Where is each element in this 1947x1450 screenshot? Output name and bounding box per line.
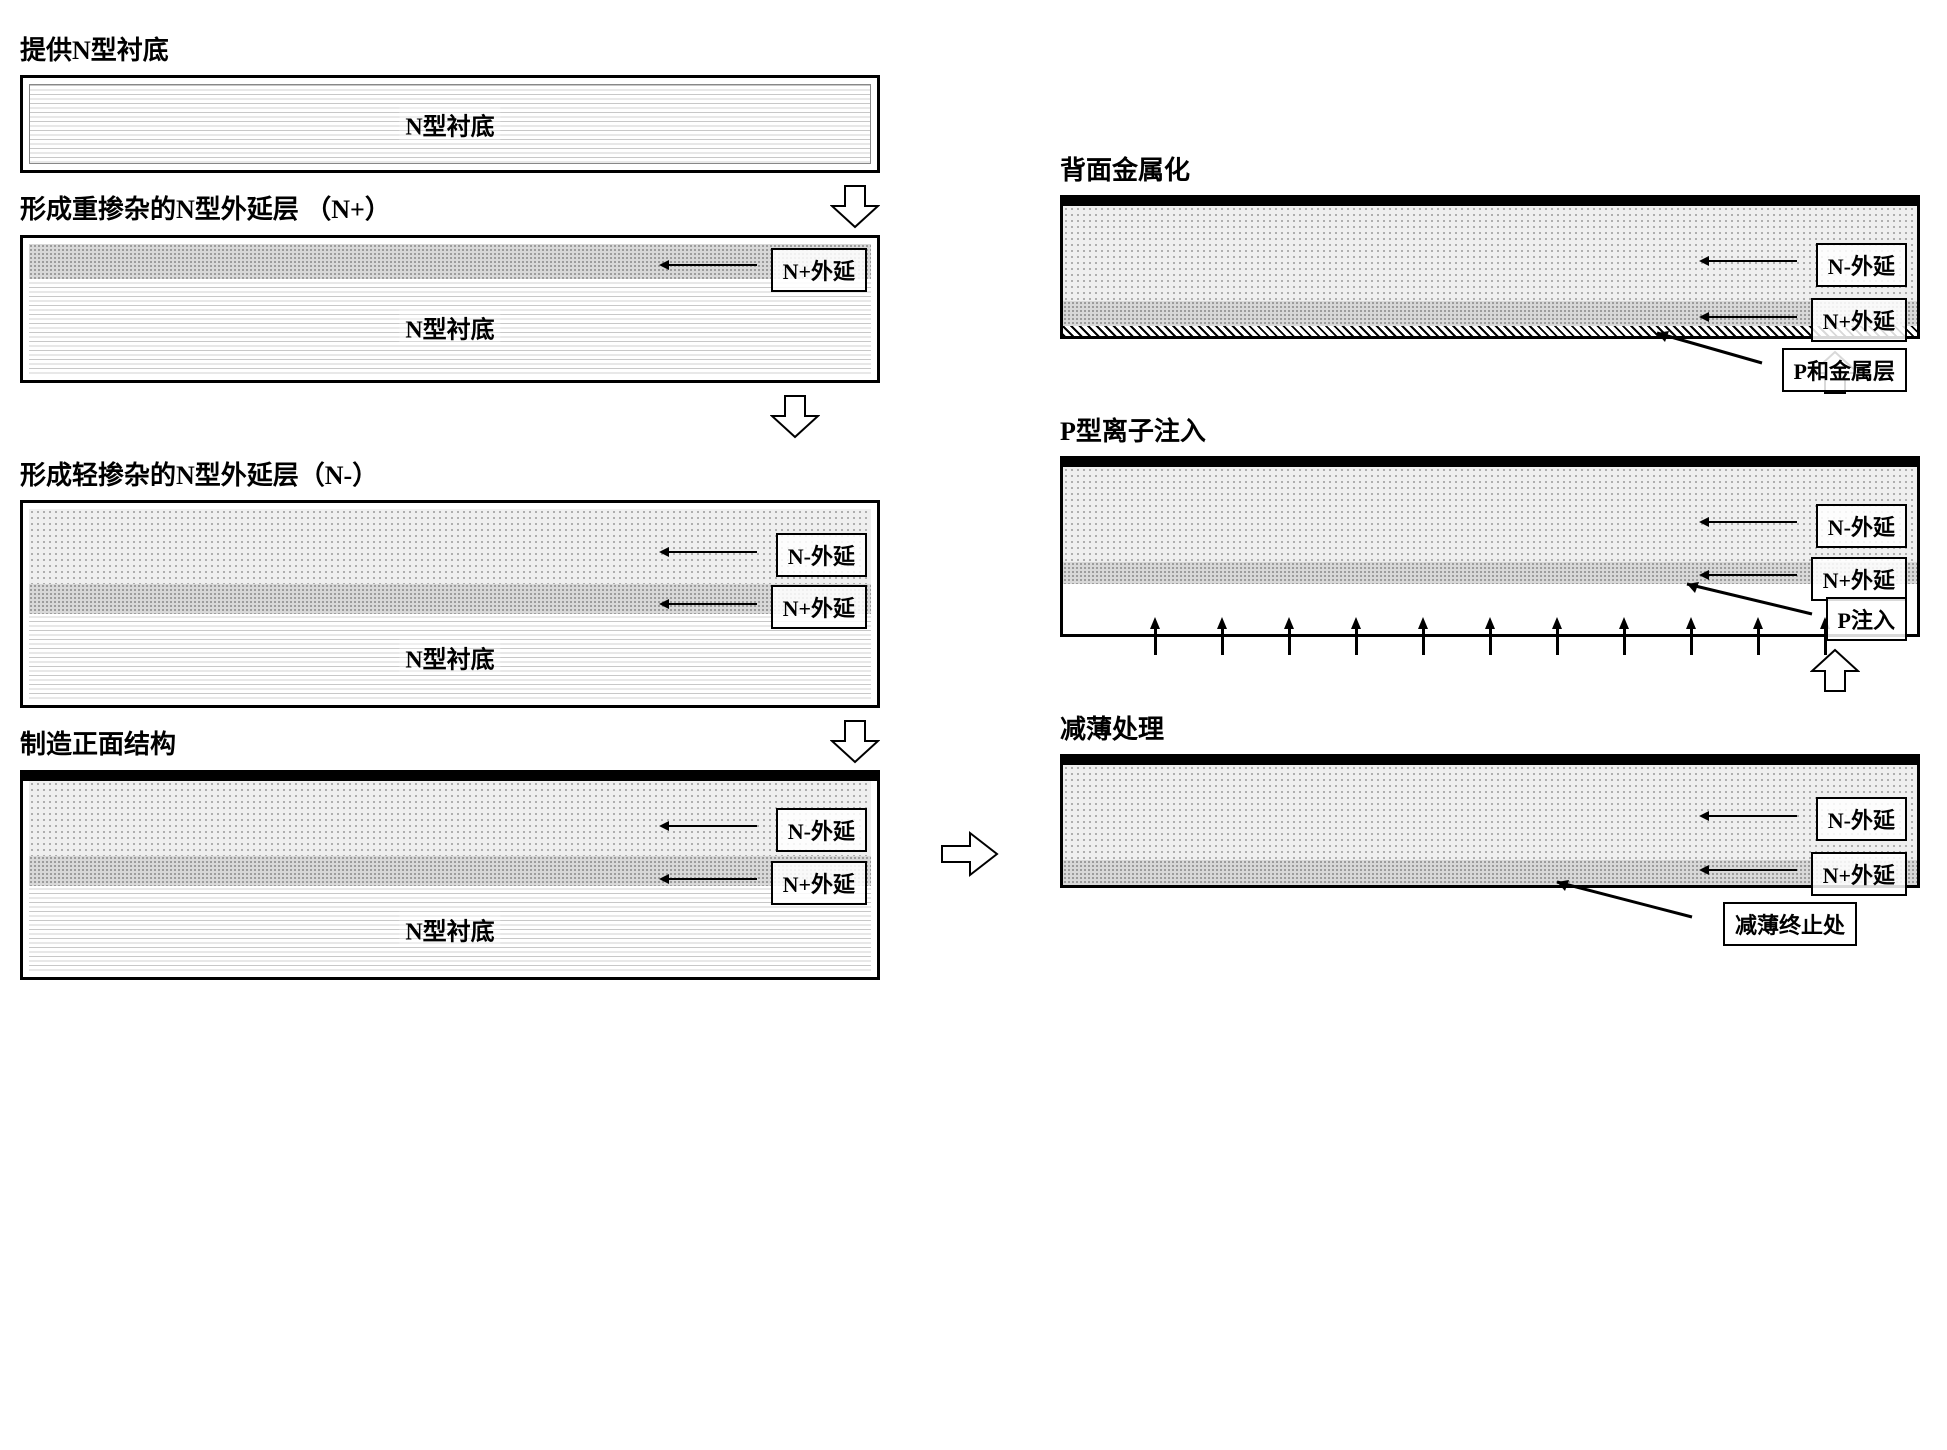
arrow-1-2 <box>830 184 880 229</box>
step7-nminus-callout: N-外延 <box>1816 243 1907 287</box>
step4-nminus-arrow <box>667 825 757 827</box>
step2-panel: N型衬底 N+外延 <box>20 235 880 383</box>
step4-nplus-callout: N+外延 <box>771 861 867 905</box>
step7-panel: N-外延 N+外延 P和金属层 <box>1060 195 1920 339</box>
step6-p-arrow <box>1677 579 1817 619</box>
step7-pmetal-callout: P和金属层 <box>1782 348 1907 392</box>
step1-substrate-label: N型衬底 <box>399 107 500 142</box>
flowchart-container: 提供N型衬底 N型衬底 形成重掺杂的N型外延层 （N+） N型衬底 N+外延 <box>20 20 1920 985</box>
arrow-4-5 <box>940 829 1000 879</box>
arrow-3-4 <box>830 719 880 764</box>
step7-nplus-callout: N+外延 <box>1811 298 1907 342</box>
step5-thin-callout: 减薄终止处 <box>1723 902 1857 946</box>
step2-nplus-callout: N+外延 <box>771 248 867 292</box>
step5-nminus-arrow <box>1707 815 1797 817</box>
step6-nplus-callout: N+外延 <box>1811 557 1907 601</box>
step3-title: 形成轻掺杂的N型外延层（N-） <box>20 455 880 492</box>
step4-title: 制造正面结构 <box>20 724 830 761</box>
step5-thin-arrow <box>1547 877 1697 922</box>
step3-nplus-arrow <box>667 603 757 605</box>
step4-panel: N型衬底 N-外延 N+外延 <box>20 770 880 980</box>
step4-substrate-label: N型衬底 <box>399 911 500 946</box>
step5-panel: N-外延 N+外延 减薄终止处 <box>1060 754 1920 888</box>
step1-title: 提供N型衬底 <box>20 30 880 67</box>
step6-p-callout: P注入 <box>1826 597 1907 641</box>
step6-nplus-arrow <box>1707 574 1797 576</box>
step5-title: 减薄处理 <box>1060 709 1920 746</box>
step7-nplus-arrow <box>1707 316 1797 318</box>
step3-nplus-callout: N+外延 <box>771 585 867 629</box>
step5-nplus-callout: N+外延 <box>1811 852 1907 896</box>
step2-nplus-arrow <box>667 264 757 266</box>
step7-pmetal-arrow <box>1647 328 1767 368</box>
step2-substrate-label: N型衬底 <box>399 309 500 344</box>
step4-nminus-callout: N-外延 <box>776 808 867 852</box>
step6-nminus-callout: N-外延 <box>1816 504 1907 548</box>
middle-connector <box>940 20 1000 985</box>
right-column: 背面金属化 N-外延 N+外延 P和金属层 P型离子注入 <box>1060 20 1920 985</box>
step7-nminus-arrow <box>1707 260 1797 262</box>
step5-nplus-arrow <box>1707 869 1797 871</box>
step3-substrate-label: N型衬底 <box>399 639 500 674</box>
step3-nminus-arrow <box>667 551 757 553</box>
step4-nplus-arrow <box>667 878 757 880</box>
step7-title: 背面金属化 <box>1060 150 1920 187</box>
step6-title: P型离子注入 <box>1060 411 1920 448</box>
step6-nminus-arrow <box>1707 521 1797 523</box>
step3-nminus-callout: N-外延 <box>776 533 867 577</box>
step6-panel: N-外延 N+外延 P注入 <box>1060 456 1920 637</box>
step2-title: 形成重掺杂的N型外延层 （N+） <box>20 189 830 226</box>
step5-nminus-callout: N-外延 <box>1816 797 1907 841</box>
arrow-2-3 <box>20 394 880 439</box>
step3-panel: N型衬底 N-外延 N+外延 <box>20 500 880 708</box>
step1-panel: N型衬底 <box>20 75 880 173</box>
left-column: 提供N型衬底 N型衬底 形成重掺杂的N型外延层 （N+） N型衬底 N+外延 <box>20 20 880 985</box>
